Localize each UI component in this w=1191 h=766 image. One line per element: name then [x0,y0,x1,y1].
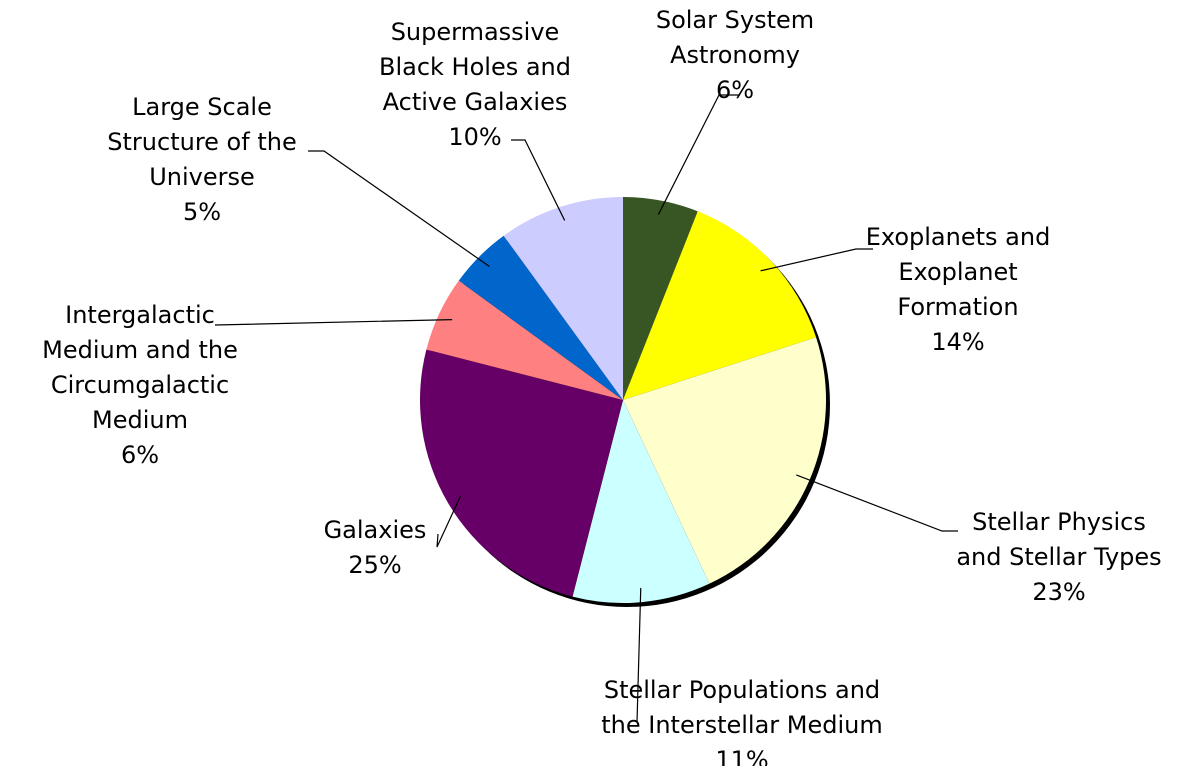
pie-slice [458,235,623,400]
leader-line [511,139,566,221]
slice-percent-label: 6% [716,76,754,104]
slice-category-label: Medium [92,406,188,434]
slice-label: Large Scale Structure of the Universe 5% [107,93,296,226]
slice-category-label: Supermassive [391,18,560,46]
pie-slice [503,197,623,400]
leader-line [436,495,462,548]
slice-category-label: Universe [149,163,255,191]
slice-labels: Solar System Astronomy 6%Exoplanets and Exo… [42,6,1162,766]
pie-slice [420,349,623,597]
slice-percent-label: 5% [183,198,221,226]
slice-label: Exoplanets and Exoplanet Formation 14% [866,223,1051,356]
slice-percent-label: 14% [931,328,984,356]
slice-category-label: Astronomy [670,41,800,69]
slice-category-label: the Interstellar Medium [601,711,883,739]
slice-label: Supermassive Black Holes and Active Galaxi… [379,18,571,151]
slice-category-label: Black Holes and [379,53,571,81]
slice-percent-label: 23% [1032,578,1085,606]
slices-layer [420,197,830,607]
slice-label: Intergalactic Medium and the Circumgalacti… [42,301,238,469]
slice-category-label: Exoplanet [898,258,1017,286]
leader-lines [214,94,958,723]
slice-category-label: Large Scale [132,93,272,121]
pie-slice [623,197,698,400]
leader-line [760,248,873,272]
leader-line [796,474,958,532]
pie-slice [572,400,710,603]
slice-percent-label: 25% [348,551,401,579]
slice-label: Galaxies 25% [324,516,427,579]
pie-slice [426,280,623,400]
slice-percent-label: 10% [448,123,501,151]
slice-label: Stellar Populations and the Interstellar … [601,676,883,766]
leader-line [214,319,453,326]
slice-category-label: Structure of the [107,128,296,156]
slice-category-label: Intergalactic [65,301,215,329]
slice-percent-label: 11% [715,746,768,766]
pie-slice [623,337,826,584]
slice-category-label: Exoplanets and [866,223,1051,251]
slice-category-label: Galaxies [324,516,427,544]
leader-line [636,587,642,723]
slice-category-label: Stellar Physics [972,508,1146,536]
slice-label: Solar System Astronomy 6% [656,6,814,104]
leader-line [308,150,490,267]
slice-percent-label: 6% [121,441,159,469]
slice-category-label: Medium and the [42,336,238,364]
slice-category-label: Active Galaxies [383,88,568,116]
slice-category-label: Circumgalactic [51,371,229,399]
slice-category-label: and Stellar Types [956,543,1161,571]
pie-slice [623,211,817,400]
slice-category-label: Solar System [656,6,814,34]
slice-category-label: Formation [897,293,1018,321]
slice-category-label: Stellar Populations and [604,676,880,704]
leader-line [657,94,740,215]
slice-label: Stellar Physics and Stellar Types 23% [956,508,1161,606]
